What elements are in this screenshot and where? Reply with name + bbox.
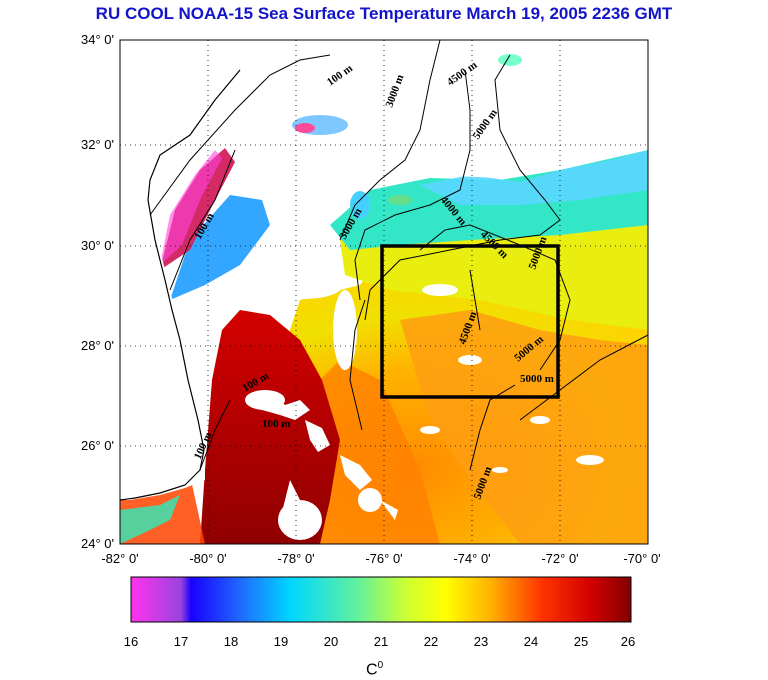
colorbar-ticks: 16 17 18 19 20 21 22 23 24 25 26	[124, 634, 635, 649]
colorbar-tick: 17	[174, 634, 188, 649]
lon-label: -82° 0'	[101, 551, 138, 566]
map-border	[119, 39, 649, 545]
graticule	[120, 40, 648, 544]
colorbar-unit: C0	[366, 660, 383, 679]
colorbar-tick: 22	[424, 634, 438, 649]
northern-patches	[292, 54, 522, 219]
colorbar-tick: 18	[224, 634, 238, 649]
shelf-cold-3	[160, 150, 222, 265]
lon-label: -80° 0'	[189, 551, 226, 566]
colorbar	[130, 576, 632, 623]
contour-label: 5000 m	[520, 373, 554, 385]
colorbar-tick: 26	[621, 634, 635, 649]
lon-labels: -82° 0' -80° 0' -78° 0' -76° 0' -74° 0' …	[101, 551, 660, 566]
lat-label: 28° 0'	[81, 338, 114, 353]
colorbar-tick: 21	[374, 634, 388, 649]
colorbar-tick: 23	[474, 634, 488, 649]
west-shelf	[120, 495, 180, 544]
lon-label: -78° 0'	[277, 551, 314, 566]
lat-label: 32° 0'	[81, 137, 114, 152]
bahamas-land	[255, 392, 398, 530]
bathymetry-contours	[149, 39, 649, 471]
colorbar-tick: 20	[324, 634, 338, 649]
lon-label: -72° 0'	[541, 551, 578, 566]
lon-label: -70° 0'	[623, 551, 660, 566]
colorbar-tick: 16	[124, 634, 138, 649]
colorbar-tick: 25	[574, 634, 588, 649]
lat-label: 30° 0'	[81, 238, 114, 253]
coastline	[119, 69, 241, 501]
colorbar-tick: 24	[524, 634, 538, 649]
contour-label: 100 m	[262, 418, 290, 430]
unit-text: C	[366, 661, 378, 679]
lat-label: 24° 0'	[81, 536, 114, 551]
lon-label: -74° 0'	[453, 551, 490, 566]
map-title: RU COOL NOAA-15 Sea Surface Temperature …	[95, 4, 673, 23]
shelf-cold	[170, 195, 270, 300]
unit-superscript: 0	[377, 660, 384, 671]
gulf-stream	[200, 310, 340, 544]
colorbar-tick: 19	[274, 634, 288, 649]
lat-label: 34° 0'	[81, 32, 114, 47]
ocean-orange	[400, 310, 648, 544]
lon-label: -76° 0'	[365, 551, 402, 566]
ocean-cool-2	[420, 150, 648, 205]
lat-label: 26° 0'	[81, 438, 114, 453]
lat-labels: 34° 0' 32° 0' 30° 0' 28° 0' 26° 0' 24° 0…	[81, 32, 114, 551]
